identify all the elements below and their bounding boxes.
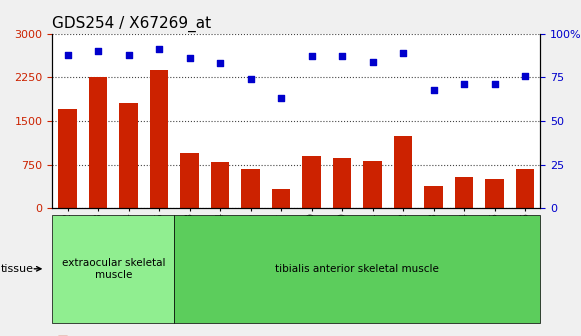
Text: tibialis anterior skeletal muscle: tibialis anterior skeletal muscle <box>275 264 439 274</box>
Bar <box>58 109 77 208</box>
Bar <box>424 186 443 208</box>
Point <box>490 82 499 87</box>
Point <box>63 52 72 57</box>
Text: tissue: tissue <box>1 264 34 274</box>
Bar <box>455 177 473 208</box>
Text: extraocular skeletal
muscle: extraocular skeletal muscle <box>62 258 165 280</box>
Point <box>460 82 469 87</box>
Point <box>124 52 133 57</box>
Point <box>185 55 194 61</box>
Point <box>338 54 347 59</box>
Bar <box>89 77 107 208</box>
Bar <box>516 169 534 208</box>
Bar <box>302 156 321 208</box>
Point <box>94 48 103 54</box>
Point <box>399 50 408 55</box>
Point <box>155 47 164 52</box>
Point <box>246 76 255 82</box>
Text: GDS254 / X67269_at: GDS254 / X67269_at <box>52 16 211 32</box>
Bar <box>211 162 229 208</box>
Point <box>277 95 286 101</box>
Point <box>216 60 225 66</box>
Bar <box>333 158 351 208</box>
Point <box>429 87 438 92</box>
Bar <box>180 153 199 208</box>
Bar <box>119 103 138 208</box>
Point <box>368 59 377 64</box>
Bar <box>394 135 412 208</box>
Point <box>521 73 530 78</box>
Bar <box>363 161 382 208</box>
Point <box>307 54 316 59</box>
Bar <box>150 70 168 208</box>
Bar <box>485 179 504 208</box>
Bar <box>241 169 260 208</box>
Bar <box>272 189 290 208</box>
